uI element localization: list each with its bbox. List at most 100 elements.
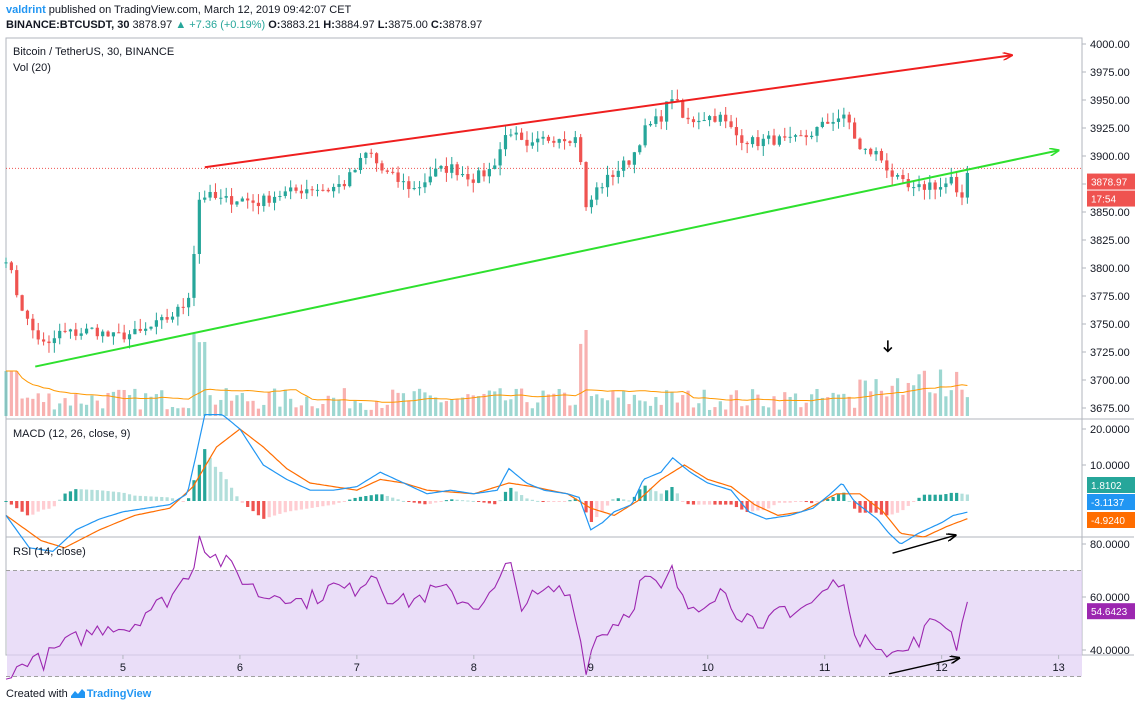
volume-bar: [605, 400, 610, 416]
macd-histogram-bar: [391, 497, 395, 501]
volume-bar: [229, 400, 234, 416]
volume-bar: [310, 406, 314, 416]
candle-body: [342, 183, 346, 187]
macd-histogram-bar: [95, 490, 99, 501]
macd-histogram-bar: [4, 501, 8, 502]
volume-bar: [348, 408, 352, 416]
macd-histogram-bar: [750, 501, 755, 512]
candle-body: [374, 153, 379, 164]
macd-divergence-arrow: [892, 535, 956, 554]
macd-histogram-bar: [63, 493, 67, 501]
macd-histogram-bar: [718, 501, 722, 505]
volume-bar: [471, 395, 475, 416]
candle-body: [68, 329, 73, 332]
candle-body: [826, 121, 830, 124]
candle-body: [681, 100, 685, 118]
volume-bar: [460, 397, 465, 416]
macd-histogram-bar: [213, 466, 218, 501]
macd-histogram-bar: [949, 492, 953, 501]
macd-histogram-bar: [138, 495, 142, 501]
macd-histogram-bar: [906, 501, 910, 506]
macd-histogram-bar: [229, 487, 234, 501]
volume-bar: [326, 395, 330, 416]
volume-bar: [804, 402, 808, 416]
volume-bar: [729, 394, 733, 416]
macd-histogram-bar: [665, 490, 669, 501]
macd-histogram-bar: [52, 501, 56, 507]
macd-histogram-bar: [246, 501, 250, 507]
candle-body: [170, 316, 175, 320]
volume-bar: [358, 403, 363, 416]
candle-body: [922, 184, 927, 190]
macd-histogram-bar: [493, 501, 497, 505]
candle-body: [321, 189, 325, 191]
candle-body: [391, 171, 395, 173]
candle-body: [874, 150, 878, 155]
candle-body: [879, 150, 884, 161]
ohlc-value: 3884.97: [334, 19, 378, 31]
macd-histogram-bar: [482, 501, 486, 503]
macd-histogram-bar: [310, 501, 314, 508]
tradingview-logo-icon: [70, 689, 85, 698]
macd-histogram-bar: [562, 501, 567, 502]
rsi-axis-label: 40.0000: [1090, 645, 1130, 657]
candle-body: [111, 332, 116, 337]
candle-body: [965, 172, 969, 198]
macd-histogram-bar: [879, 501, 884, 515]
volume-bar: [423, 392, 427, 416]
candle-body: [648, 123, 653, 126]
volume-bar: [525, 402, 529, 416]
macd-histogram-bar: [761, 501, 765, 511]
candle-body: [616, 170, 620, 177]
candle-body: [364, 152, 368, 158]
candle-body: [208, 191, 212, 198]
candle-body: [101, 331, 105, 337]
volume-bar: [616, 397, 620, 416]
candle-body: [229, 196, 234, 205]
macd-histogram-bar: [960, 493, 964, 501]
price-axis-label: 3725.00: [1090, 347, 1130, 359]
time-axis-label: 7: [354, 662, 360, 674]
candle-body: [863, 148, 867, 150]
chart-frame: [5, 37, 1083, 656]
macd-histogram-bar: [724, 501, 728, 505]
tradingview-brand[interactable]: TradingView: [86, 688, 152, 700]
candle-body: [176, 306, 180, 317]
candle-body: [568, 141, 572, 144]
macd-histogram-bar: [90, 489, 94, 501]
candle-body: [149, 326, 153, 329]
candle-body: [761, 138, 765, 147]
countdown-tag: 17:54: [1091, 195, 1116, 206]
macd-histogram-bar: [74, 489, 78, 501]
author-name[interactable]: valdrint: [6, 4, 46, 16]
macd-histogram-bar: [84, 489, 89, 501]
rsi-line: [5, 535, 968, 680]
candle-body: [213, 191, 218, 198]
volume-bar: [922, 370, 927, 416]
volume-bar: [380, 407, 384, 416]
macd-histogram-bar: [793, 501, 798, 502]
volume-bar: [654, 397, 658, 416]
macd-histogram-bar: [734, 501, 739, 508]
macd-histogram-bar: [364, 496, 368, 501]
volume-bar: [584, 329, 588, 416]
volume-bar: [41, 402, 46, 416]
down-arrow-icon: [883, 340, 893, 353]
upper-trendline: [204, 55, 1012, 169]
candle-body: [605, 174, 610, 188]
volume-bar: [4, 371, 8, 416]
candle-body: [396, 172, 400, 182]
chart-area[interactable]: 4000.00 3975.00 3950.00 3925.00 3900.00 3875.…: [0, 0, 1140, 685]
macd-histogram-bar: [262, 501, 266, 519]
candle-body: [477, 170, 481, 183]
macd-histogram-bar: [224, 479, 228, 501]
macd-histogram-bar: [842, 492, 846, 501]
macd-histogram-bar: [181, 501, 185, 502]
candle-body: [842, 114, 846, 119]
volume-bar: [595, 394, 599, 416]
volume-bar: [90, 395, 94, 416]
volume-bar: [117, 389, 121, 416]
candle-body: [493, 165, 497, 169]
candle-body: [332, 186, 336, 192]
volume-bar: [240, 392, 244, 416]
